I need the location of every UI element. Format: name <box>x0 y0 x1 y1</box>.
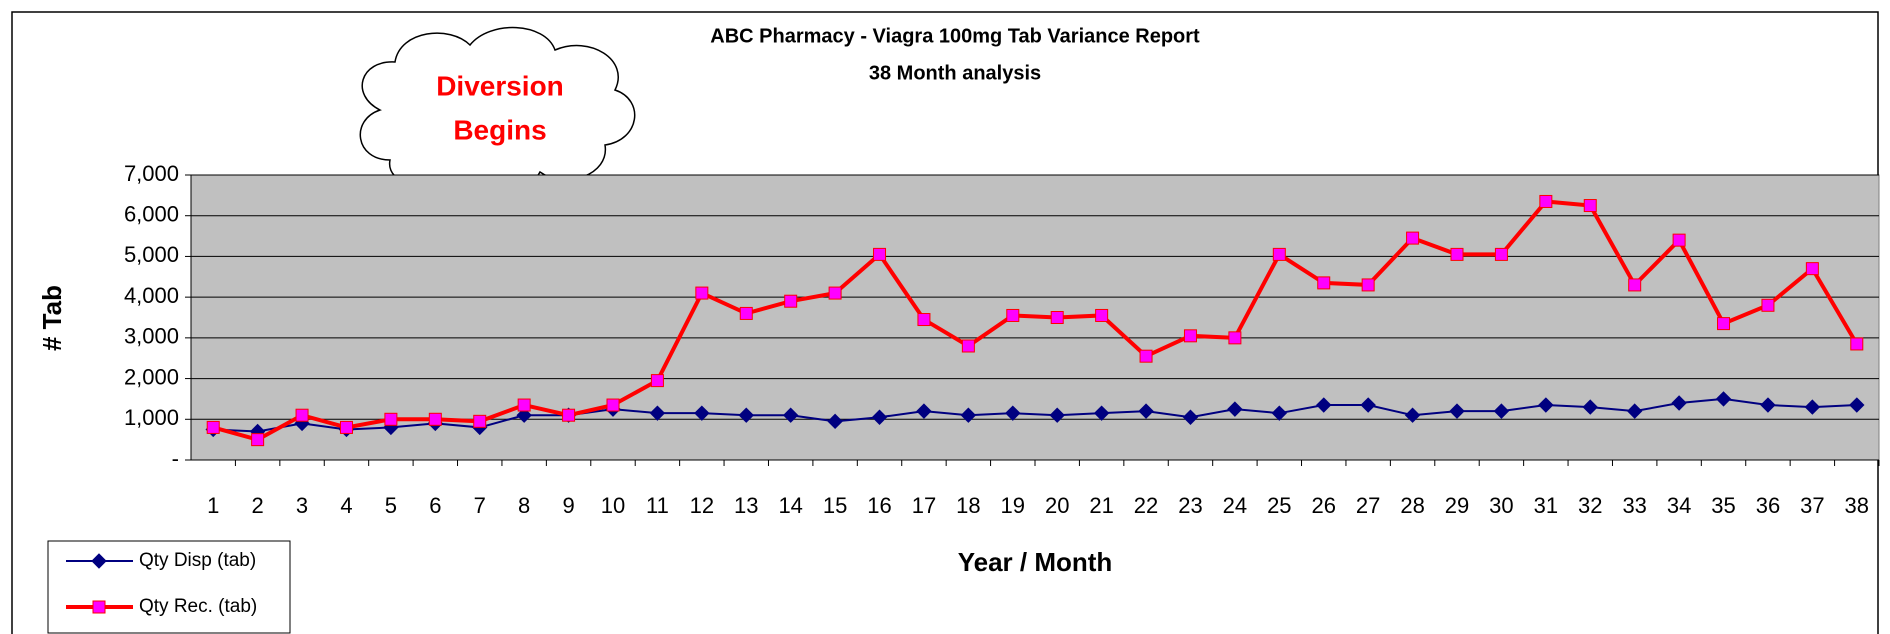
y-tick-label: 1,000 <box>124 405 179 430</box>
data-point <box>607 399 619 411</box>
data-point <box>962 340 974 352</box>
x-tick-label: 31 <box>1534 493 1558 518</box>
x-tick-label: 25 <box>1267 493 1291 518</box>
x-tick-label: 9 <box>562 493 574 518</box>
x-tick-label: 8 <box>518 493 530 518</box>
data-point <box>1718 318 1730 330</box>
data-point <box>340 421 352 433</box>
data-point <box>1273 248 1285 260</box>
x-tick-label: 28 <box>1400 493 1424 518</box>
chart-title: ABC Pharmacy - Viagra 100mg Tab Variance… <box>710 25 1200 47</box>
x-tick-label: 30 <box>1489 493 1513 518</box>
data-point <box>1673 234 1685 246</box>
cloud-shape <box>360 28 634 194</box>
x-tick-label: 32 <box>1578 493 1602 518</box>
x-tick-label: 16 <box>867 493 891 518</box>
y-axis-title: # Tab <box>37 285 67 351</box>
data-point <box>1540 195 1552 207</box>
data-point <box>563 409 575 421</box>
data-point <box>1229 332 1241 344</box>
x-tick-label: 7 <box>474 493 486 518</box>
data-point <box>918 314 930 326</box>
x-tick-label: 21 <box>1089 493 1113 518</box>
annotation: Diversion <box>436 70 564 101</box>
x-tick-label: 27 <box>1356 493 1380 518</box>
chart: ABC Pharmacy - Viagra 100mg Tab Variance… <box>0 0 1890 634</box>
data-point <box>1762 299 1774 311</box>
data-point <box>1451 248 1463 260</box>
data-point <box>429 413 441 425</box>
y-tick-label: 7,000 <box>124 161 179 186</box>
y-tick-label: 2,000 <box>124 364 179 389</box>
x-tick-label: 5 <box>385 493 397 518</box>
data-point <box>1584 200 1596 212</box>
data-point <box>1806 263 1818 275</box>
data-point <box>829 287 841 299</box>
data-point <box>1096 309 1108 321</box>
x-tick-label: 37 <box>1800 493 1824 518</box>
data-point <box>1362 279 1374 291</box>
data-point <box>252 434 264 446</box>
data-point <box>696 287 708 299</box>
chart-subtitle: 38 Month analysis <box>869 62 1041 84</box>
data-point <box>1007 309 1019 321</box>
data-point <box>518 399 530 411</box>
data-point <box>385 413 397 425</box>
x-tick-label: 19 <box>1001 493 1025 518</box>
annotation: Begins <box>453 114 546 145</box>
data-point <box>1318 277 1330 289</box>
x-tick-label: 29 <box>1445 493 1469 518</box>
x-tick-label: 1 <box>207 493 219 518</box>
x-tick-label: 14 <box>778 493 802 518</box>
data-point <box>1495 248 1507 260</box>
x-tick-label: 2 <box>252 493 264 518</box>
x-tick-label: 10 <box>601 493 625 518</box>
data-point <box>874 248 886 260</box>
data-point <box>1629 279 1641 291</box>
y-tick-label: 5,000 <box>124 242 179 267</box>
x-tick-label: 20 <box>1045 493 1069 518</box>
x-tick-label: 6 <box>429 493 441 518</box>
x-tick-label: 35 <box>1711 493 1735 518</box>
data-point <box>1851 338 1863 350</box>
x-tick-label: 4 <box>340 493 352 518</box>
x-tick-label: 3 <box>296 493 308 518</box>
data-point <box>785 295 797 307</box>
x-tick-label: 33 <box>1622 493 1646 518</box>
x-tick-label: 38 <box>1845 493 1869 518</box>
x-tick-label: 11 <box>646 493 669 518</box>
data-point <box>651 375 663 387</box>
data-point <box>474 415 486 427</box>
x-tick-label: 36 <box>1756 493 1780 518</box>
y-tick-label: 6,000 <box>124 202 179 227</box>
x-tick-label: 17 <box>912 493 936 518</box>
legend-label: Qty Disp (tab) <box>139 550 256 571</box>
data-point <box>1184 330 1196 342</box>
x-tick-label: 26 <box>1311 493 1335 518</box>
data-point <box>207 421 219 433</box>
data-point <box>1051 312 1063 324</box>
x-tick-label: 34 <box>1667 493 1691 518</box>
x-tick-label: 13 <box>734 493 758 518</box>
x-tick-label: 18 <box>956 493 980 518</box>
legend-marker <box>93 601 105 613</box>
data-point <box>1140 350 1152 362</box>
x-tick-label: 24 <box>1223 493 1247 518</box>
legend-label: Qty Rec. (tab) <box>139 596 257 617</box>
x-tick-label: 22 <box>1134 493 1158 518</box>
x-tick-label: 23 <box>1178 493 1202 518</box>
x-axis-title: Year / Month <box>958 547 1113 577</box>
data-point <box>740 307 752 319</box>
y-tick-label: 4,000 <box>124 283 179 308</box>
y-tick-label: - <box>172 446 179 471</box>
x-tick-label: 12 <box>690 493 714 518</box>
data-point <box>1407 232 1419 244</box>
y-tick-label: 3,000 <box>124 324 179 349</box>
data-point <box>296 409 308 421</box>
x-tick-label: 15 <box>823 493 847 518</box>
